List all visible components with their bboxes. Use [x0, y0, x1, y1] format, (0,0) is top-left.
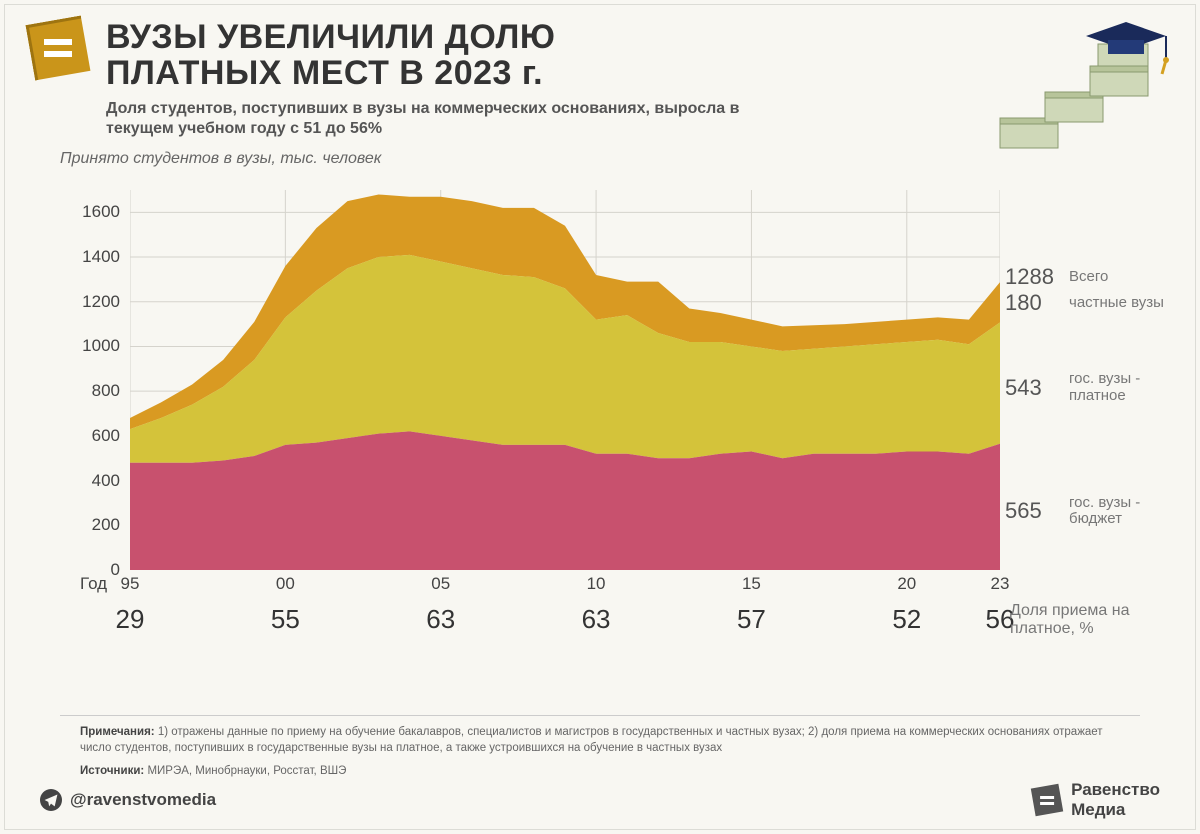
x-tick-label: 05 [431, 574, 450, 594]
x-tick-label: 23 [991, 574, 1010, 594]
x-tick-label: 10 [587, 574, 606, 594]
end-label-budget: 565 гос. вузы - бюджет [1005, 495, 1195, 528]
notes-label: Примечания: [80, 726, 155, 738]
y-tick-label: 200 [60, 515, 120, 535]
end-label-text: гос. вузы - платное [1069, 371, 1195, 404]
y-tick-label: 1400 [60, 247, 120, 267]
y-tick-label: 600 [60, 426, 120, 446]
notes-text: 1) отражены данные по приему на обучение… [80, 726, 1103, 754]
y-tick-label: 1200 [60, 292, 120, 312]
percent-value: 57 [737, 604, 766, 635]
end-label-value: 565 [1005, 498, 1059, 524]
x-tick-label: 15 [742, 574, 761, 594]
percent-value: 52 [892, 604, 921, 635]
brand-logo-icon [26, 16, 91, 81]
telegram-handle: @ravenstvomedia [40, 789, 216, 811]
y-axis-caption: Принято студентов в вузы, тыс. человек [60, 150, 381, 168]
sources-label: Источники: [80, 765, 144, 777]
end-label-text: Всего [1069, 269, 1108, 286]
notes: Примечания: 1) отражены данные по приему… [80, 725, 1120, 780]
title-line2: ПЛАТНЫХ МЕСТ В 2023 г. [106, 54, 543, 92]
footer-brand-logo-icon [1031, 784, 1063, 816]
telegram-icon [40, 789, 62, 811]
percent-value: 63 [426, 604, 455, 635]
y-tick-label: 800 [60, 381, 120, 401]
handle-text: @ravenstvomedia [70, 790, 216, 810]
footer-brand: Равенство Медиа [1033, 780, 1160, 820]
x-tick-label: 95 [121, 574, 140, 594]
chart: 02004006008001000120014001600 Год 950005… [60, 190, 1010, 620]
footer: @ravenstvomedia Равенство Медиа [40, 780, 1160, 820]
brand-line2: Медиа [1071, 800, 1125, 819]
end-label-value: 1288 [1005, 264, 1059, 290]
percent-value: 63 [582, 604, 611, 635]
percent-value: 29 [116, 604, 145, 635]
percent-caption: Доля приема на платное, % [1010, 602, 1160, 639]
end-label-value: 180 [1005, 290, 1059, 316]
x-tick-label: 20 [897, 574, 916, 594]
end-label-value: 543 [1005, 375, 1059, 401]
brand-text: Равенство Медиа [1071, 780, 1160, 820]
end-label-state-paid: 543 гос. вузы - платное [1005, 371, 1195, 404]
end-label-text: гос. вузы - бюджет [1069, 495, 1195, 528]
percent-value: 55 [271, 604, 300, 635]
y-tick-label: 1600 [60, 202, 120, 222]
sources-text: МИРЭА, Минобрнауки, Росстат, ВШЭ [147, 765, 346, 777]
area-chart [130, 190, 1000, 570]
end-label-private: 180 частные вузы [1005, 290, 1164, 316]
title-line1: ВУЗЫ УВЕЛИЧИЛИ ДОЛЮ [106, 18, 555, 56]
separator-line [60, 715, 1140, 716]
y-tick-label: 1000 [60, 336, 120, 356]
end-label-text: частные вузы [1069, 295, 1164, 312]
end-label-total: 1288 Всего [1005, 264, 1108, 290]
subtitle: Доля студентов, поступивших в вузы на ко… [106, 99, 806, 139]
y-tick-label: 400 [60, 471, 120, 491]
x-axis-label: Год [80, 574, 107, 594]
graduation-money-icon [990, 14, 1170, 164]
x-tick-label: 00 [276, 574, 295, 594]
brand-line1: Равенство [1071, 780, 1160, 799]
